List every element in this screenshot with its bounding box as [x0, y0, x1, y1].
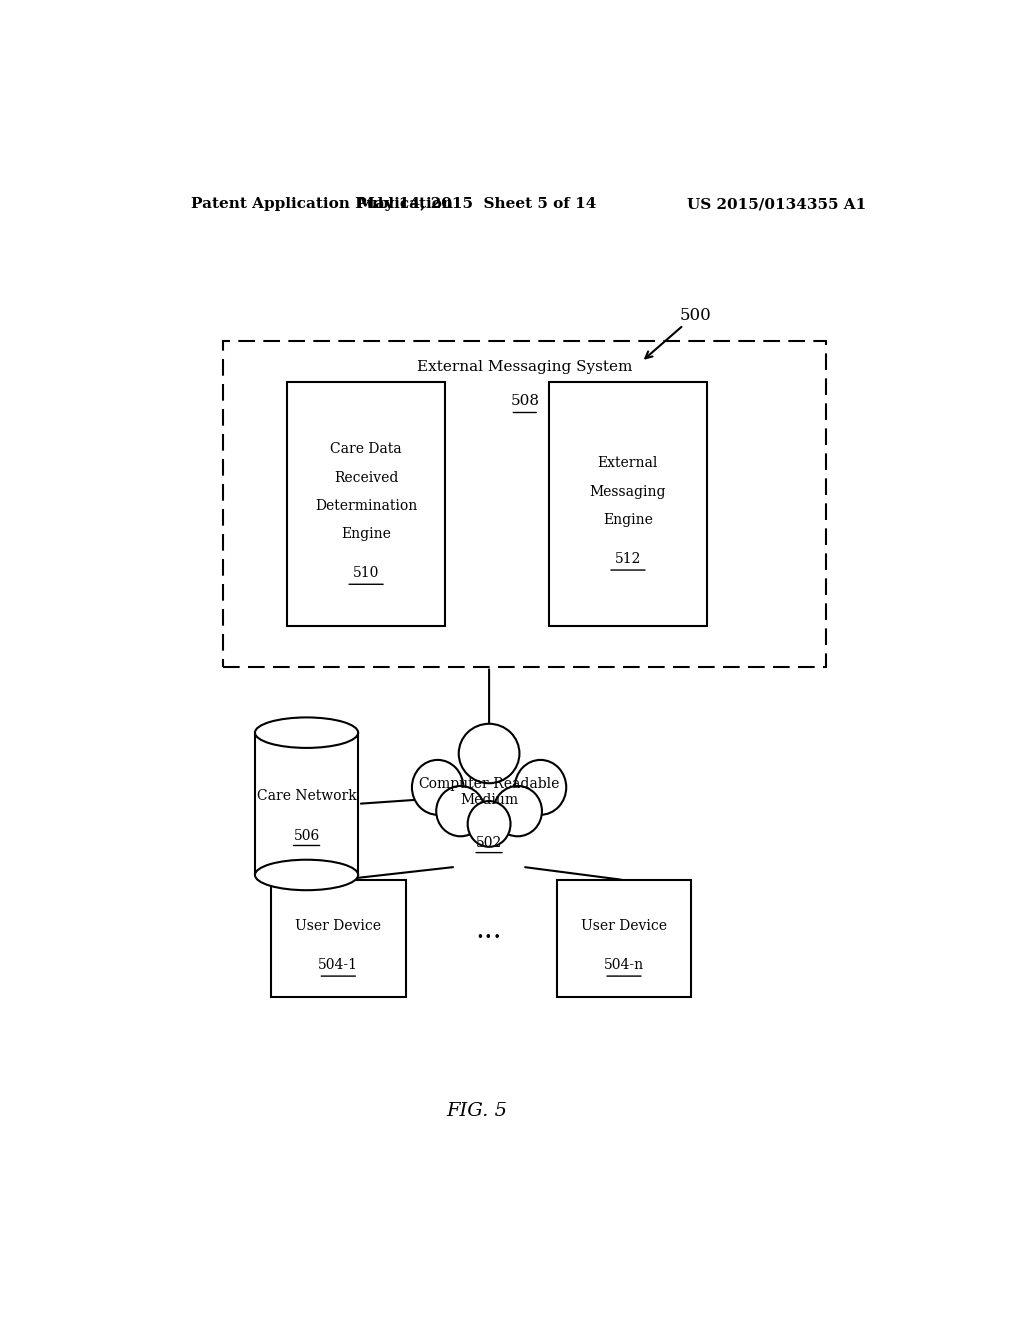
Bar — [270, 880, 406, 997]
Text: User Device: User Device — [295, 919, 381, 933]
Text: External Messaging System: External Messaging System — [417, 359, 633, 374]
Text: US 2015/0134355 A1: US 2015/0134355 A1 — [687, 197, 866, 211]
Text: 510: 510 — [353, 566, 379, 579]
Ellipse shape — [515, 760, 566, 814]
Text: User Device: User Device — [581, 919, 667, 933]
Ellipse shape — [459, 723, 519, 783]
Ellipse shape — [255, 718, 358, 748]
Bar — [255, 733, 358, 875]
Text: External: External — [598, 457, 658, 470]
Text: Care Network: Care Network — [257, 788, 356, 803]
Ellipse shape — [494, 785, 542, 837]
Text: Received: Received — [334, 470, 398, 484]
Bar — [557, 880, 691, 997]
Text: 502: 502 — [476, 837, 502, 850]
Text: FIG. 5: FIG. 5 — [446, 1102, 508, 1119]
Ellipse shape — [468, 801, 511, 847]
Text: Computer-Readable
Medium: Computer-Readable Medium — [419, 776, 560, 807]
Text: 504-n: 504-n — [604, 958, 644, 972]
Ellipse shape — [436, 785, 484, 837]
Bar — [287, 381, 445, 626]
Text: Messaging: Messaging — [590, 484, 667, 499]
Text: 506: 506 — [294, 829, 319, 843]
Bar — [223, 342, 826, 667]
Text: 512: 512 — [614, 552, 641, 566]
Ellipse shape — [412, 760, 464, 814]
Text: May 14, 2015  Sheet 5 of 14: May 14, 2015 Sheet 5 of 14 — [358, 197, 596, 211]
Text: 508: 508 — [510, 395, 540, 408]
Text: Determination: Determination — [315, 499, 417, 513]
Bar — [549, 381, 708, 626]
Text: Engine: Engine — [603, 513, 653, 527]
Ellipse shape — [255, 859, 358, 890]
Text: Care Data: Care Data — [331, 442, 401, 457]
Text: ···: ··· — [476, 925, 503, 953]
Text: 504-1: 504-1 — [318, 958, 358, 972]
Text: 500: 500 — [680, 308, 712, 325]
Text: Patent Application Publication: Patent Application Publication — [191, 197, 454, 211]
Text: Engine: Engine — [341, 528, 391, 541]
